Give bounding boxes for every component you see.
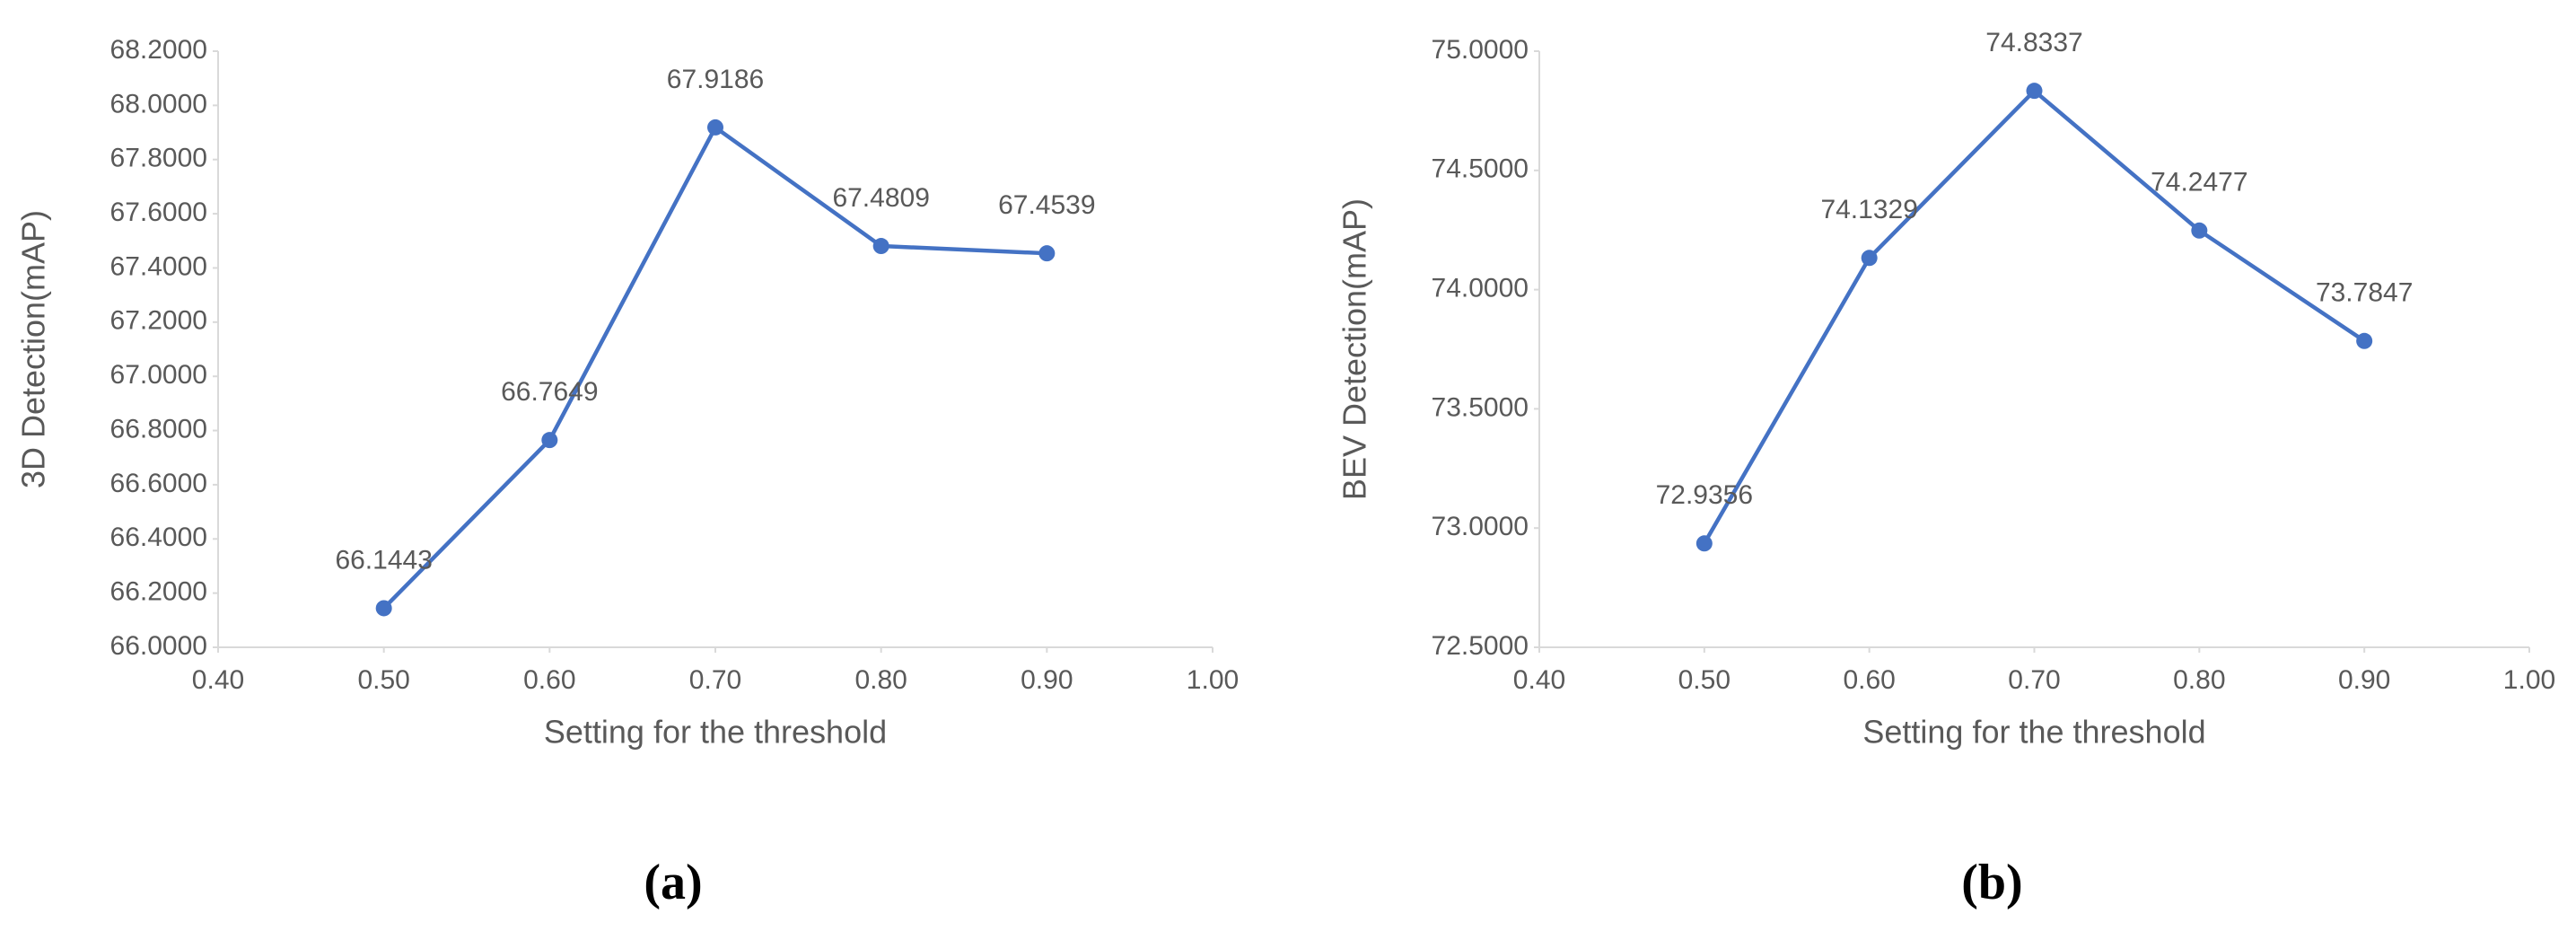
y-tick-label: 67.4000 bbox=[110, 251, 207, 281]
data-label: 67.4809 bbox=[832, 183, 929, 213]
data-label: 74.1329 bbox=[1820, 195, 1917, 224]
y-tick-label: 66.4000 bbox=[110, 523, 207, 552]
caption: (a) bbox=[644, 855, 702, 910]
data-point bbox=[375, 600, 392, 617]
x-tick-label: 0.60 bbox=[1843, 665, 1895, 695]
x-tick-label: 0.80 bbox=[2173, 665, 2225, 695]
x-tick-label: 0.50 bbox=[1678, 665, 1730, 695]
y-tick-label: 74.5000 bbox=[1432, 154, 1529, 184]
data-label: 67.9186 bbox=[667, 65, 764, 94]
y-tick-label: 72.5000 bbox=[1432, 631, 1529, 661]
data-point bbox=[2026, 83, 2043, 100]
y-tick-label: 75.0000 bbox=[1432, 35, 1529, 65]
x-tick-label: 0.40 bbox=[192, 665, 244, 695]
x-tick-label: 0.70 bbox=[2008, 665, 2060, 695]
x-tick-label: 0.90 bbox=[2338, 665, 2390, 695]
data-point bbox=[1038, 245, 1056, 262]
data-label: 66.7649 bbox=[501, 377, 598, 407]
x-tick-label: 1.00 bbox=[1187, 665, 1239, 695]
x-tick-label: 0.60 bbox=[523, 665, 575, 695]
y-tick-label: 73.0000 bbox=[1432, 512, 1529, 541]
x-tick-label: 0.80 bbox=[854, 665, 907, 695]
y-tick-label: 73.5000 bbox=[1432, 392, 1529, 422]
x-tick-label: 1.00 bbox=[2503, 665, 2555, 695]
data-label: 74.8337 bbox=[1985, 28, 2082, 57]
x-axis-title: Setting for the threshold bbox=[544, 714, 887, 751]
data-label: 73.7847 bbox=[2316, 278, 2413, 308]
y-tick-label: 66.6000 bbox=[110, 469, 207, 498]
caption: (b) bbox=[1961, 855, 2022, 910]
data-point bbox=[541, 432, 558, 449]
y-tick-label: 66.8000 bbox=[110, 414, 207, 444]
x-tick-label: 0.70 bbox=[689, 665, 741, 695]
data-label: 74.2477 bbox=[2151, 168, 2247, 198]
y-tick-label: 67.0000 bbox=[110, 360, 207, 390]
y-tick-label: 68.0000 bbox=[110, 89, 207, 119]
data-line bbox=[382, 125, 1047, 610]
data-point bbox=[872, 238, 889, 255]
data-point bbox=[2356, 332, 2373, 349]
data-label: 66.1443 bbox=[335, 545, 432, 575]
y-axis-title: BEV Detection(mAP) bbox=[1336, 198, 1373, 500]
data-line bbox=[1702, 88, 2366, 545]
data-point bbox=[2191, 222, 2208, 239]
x-tick-label: 0.90 bbox=[1021, 665, 1073, 695]
x-axis-title: Setting for the threshold bbox=[1862, 714, 2205, 751]
data-point bbox=[1695, 535, 1713, 552]
data-label: 67.4539 bbox=[998, 190, 1095, 220]
y-tick-label: 67.6000 bbox=[110, 198, 207, 227]
data-label: 72.9356 bbox=[1656, 480, 1753, 510]
y-axis-title: 3D Detection(mAP) bbox=[15, 210, 52, 488]
x-tick-label: 0.50 bbox=[357, 665, 409, 695]
y-tick-label: 74.0000 bbox=[1432, 274, 1529, 303]
y-tick-label: 67.2000 bbox=[110, 306, 207, 336]
y-tick-label: 67.8000 bbox=[110, 144, 207, 173]
y-tick-label: 66.0000 bbox=[110, 631, 207, 661]
x-tick-label: 0.40 bbox=[1513, 665, 1565, 695]
y-tick-label: 66.2000 bbox=[110, 577, 207, 607]
data-point bbox=[707, 119, 723, 136]
data-point bbox=[1861, 250, 1878, 267]
y-tick-label: 68.2000 bbox=[110, 35, 207, 65]
